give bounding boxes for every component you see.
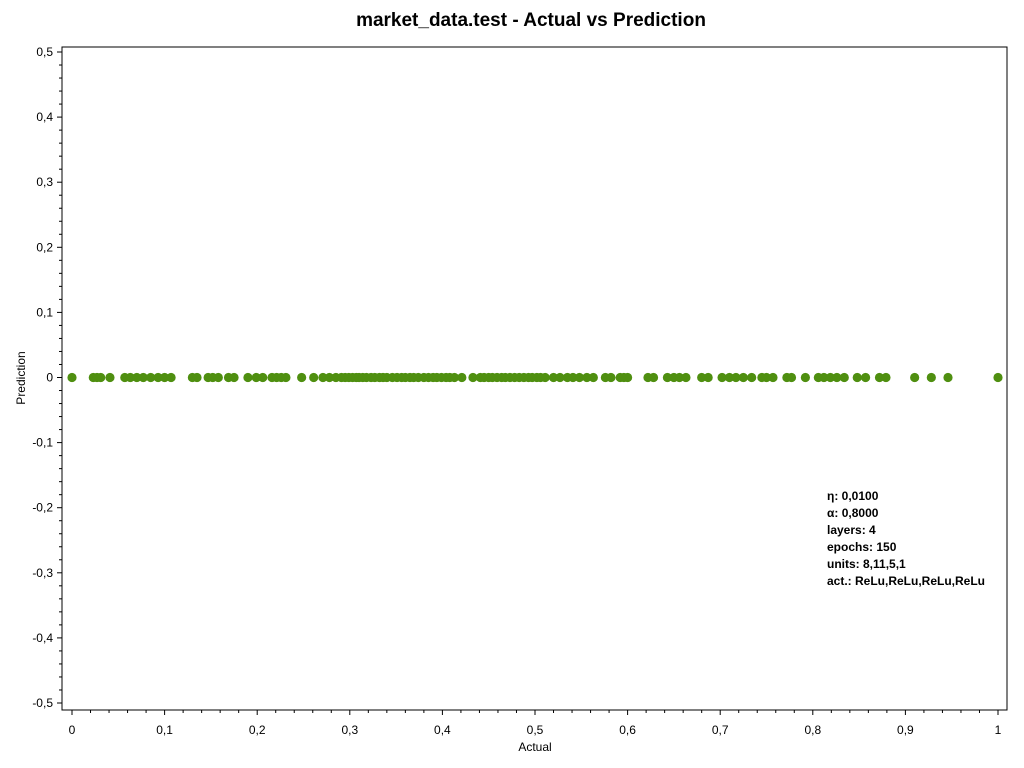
data-point <box>125 372 135 383</box>
data-point <box>852 372 862 383</box>
x-tick-label: 1 <box>995 723 1002 737</box>
data-point <box>555 372 565 383</box>
y-tick-label: -0,2 <box>32 501 53 515</box>
x-tick-label: 0,8 <box>804 723 821 737</box>
data-point <box>717 372 727 383</box>
x-tick-label: 0 <box>69 723 76 737</box>
data-point <box>832 372 842 383</box>
chart-title: market_data.test - Actual vs Prediction <box>356 10 706 31</box>
data-point <box>926 372 936 383</box>
data-point <box>67 372 77 383</box>
y-tick-label: -0,1 <box>32 436 53 450</box>
data-point <box>681 372 691 383</box>
annotation-line: layers: 4 <box>827 523 876 537</box>
data-point <box>229 372 239 383</box>
y-tick-label: 0,5 <box>36 45 53 59</box>
data-point <box>623 372 633 383</box>
data-point <box>318 372 328 383</box>
data-point <box>943 372 953 383</box>
data-point <box>251 372 261 383</box>
y-tick-label: 0 <box>46 371 53 385</box>
data-point <box>674 372 685 383</box>
data-point <box>747 372 757 383</box>
data-point <box>160 372 170 383</box>
x-tick-label: 0,5 <box>527 723 544 737</box>
y-tick-label: 0,2 <box>36 240 53 254</box>
data-point <box>192 372 202 383</box>
data-point <box>662 372 673 383</box>
x-tick-label: 0,6 <box>619 723 636 737</box>
y-tick-label: 0,4 <box>36 110 53 124</box>
data-point <box>648 372 659 383</box>
x-tick-label: 0,2 <box>249 723 266 737</box>
data-point <box>819 372 829 383</box>
data-point <box>825 372 835 383</box>
x-tick-label: 0,4 <box>434 723 451 737</box>
y-tick-label: 0,1 <box>36 305 53 319</box>
x-axis-label: Actual <box>518 740 551 754</box>
hyperparameter-annotations: η: 0,0100 α: 0,8000 layers: 4 epochs: 150 un… <box>827 489 985 588</box>
y-tick-label: -0,4 <box>32 631 53 645</box>
data-point <box>540 372 550 383</box>
data-point <box>132 372 142 383</box>
data-point <box>731 372 741 383</box>
data-point <box>800 372 810 383</box>
data-point <box>468 372 478 383</box>
data-point <box>138 372 148 383</box>
data-point <box>839 372 849 383</box>
data-point <box>724 372 735 383</box>
x-tick-label: 0,9 <box>897 723 914 737</box>
data-point <box>96 372 106 383</box>
x-tick-label: 0,7 <box>712 723 729 737</box>
data-point <box>105 372 115 383</box>
data-point <box>281 372 291 383</box>
data-point <box>697 372 707 383</box>
data-point <box>874 372 885 383</box>
x-tick-label: 0,1 <box>156 723 173 737</box>
data-point <box>738 372 748 383</box>
data-point <box>582 372 592 383</box>
annotation-line: α: 0,8000 <box>827 506 879 520</box>
data-point <box>761 372 772 383</box>
data-point <box>768 372 778 383</box>
data-point <box>309 372 319 383</box>
annotation-line: epochs: 150 <box>827 540 897 554</box>
data-point <box>993 372 1003 383</box>
data-point <box>449 372 460 383</box>
data-point <box>703 372 713 383</box>
y-axis-label: Prediction <box>14 351 28 404</box>
data-point <box>881 372 891 383</box>
annotation-line: act.: ReLu,ReLu,ReLu,ReLu <box>827 574 985 588</box>
data-point <box>324 372 335 383</box>
data-point <box>588 372 598 383</box>
annotation-line: units: 8,11,5,1 <box>827 557 906 571</box>
y-tick-label: -0,3 <box>32 566 53 580</box>
data-point <box>574 372 585 383</box>
data-point <box>258 372 268 383</box>
y-tick-label: 0,3 <box>36 175 53 189</box>
data-point <box>153 372 163 383</box>
data-point <box>243 372 253 383</box>
data-point <box>166 372 176 383</box>
data-point <box>457 372 467 383</box>
data-point <box>146 372 156 383</box>
data-point <box>606 372 616 383</box>
data-point <box>297 372 307 383</box>
x-tick-label: 0,3 <box>341 723 358 737</box>
data-point <box>910 372 920 383</box>
y-tick-label: -0,5 <box>32 696 53 710</box>
data-point <box>786 372 797 383</box>
annotation-line: η: 0,0100 <box>827 489 879 503</box>
data-point <box>860 372 871 383</box>
data-point <box>548 372 559 383</box>
data-point <box>568 372 578 383</box>
data-point <box>213 372 223 383</box>
